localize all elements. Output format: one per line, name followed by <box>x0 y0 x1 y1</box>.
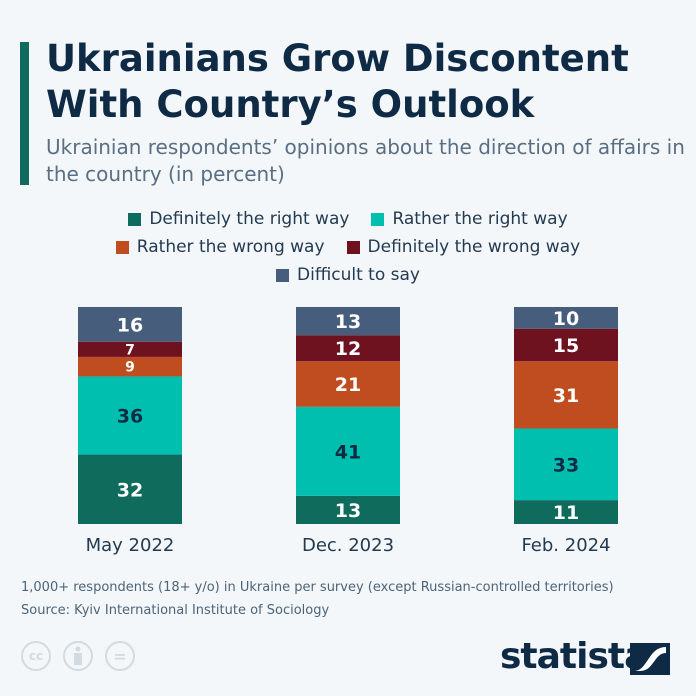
bar-segment <box>296 495 400 524</box>
category-label: Dec. 2023 <box>302 535 394 556</box>
bar-segment <box>296 335 400 362</box>
legend-swatch <box>371 212 385 226</box>
legend-swatch <box>276 268 290 282</box>
data-label: 32 <box>117 479 143 501</box>
legend-row: Definitely the right way Rather the righ… <box>0 205 696 233</box>
data-label: 33 <box>553 454 579 476</box>
chart-title: Ukrainians Grow Discontent With Country’… <box>46 37 629 126</box>
data-label: 11 <box>553 502 579 524</box>
title-accent-bar <box>20 42 29 185</box>
statista-logo-mark <box>630 643 670 675</box>
statista-logo[interactable]: statista <box>500 636 648 677</box>
legend-label: Definitely the right way <box>149 209 350 229</box>
data-label: 7 <box>125 342 135 358</box>
data-label: 15 <box>553 335 579 357</box>
legend-label: Rather the wrong way <box>136 237 325 257</box>
data-label: 13 <box>335 500 361 522</box>
chart-subtitle: Ukrainian respondents’ opinions about th… <box>46 135 685 186</box>
legend-item: Rather the right way <box>371 209 568 229</box>
data-label: 41 <box>335 441 361 463</box>
bar-segment <box>296 307 400 336</box>
legend-row: Rather the wrong way Definitely the wron… <box>0 233 696 261</box>
legend-swatch <box>128 212 142 226</box>
bar-segment <box>514 500 618 524</box>
person-glyph <box>74 646 82 665</box>
data-label: 31 <box>553 385 579 407</box>
data-label: 13 <box>335 311 361 333</box>
data-label: 21 <box>335 374 361 396</box>
attribution-icon[interactable] <box>63 641 93 671</box>
footnote: 1,000+ respondents (18+ y/o) in Ukraine … <box>21 580 614 595</box>
logo-wave-icon <box>634 647 666 671</box>
data-label: 36 <box>117 406 143 428</box>
data-label: 16 <box>117 314 143 336</box>
legend-label: Definitely the wrong way <box>367 237 581 257</box>
source: Source: Kyiv International Institute of … <box>21 603 330 618</box>
legend-swatch <box>115 240 129 254</box>
legend-row: Difficult to say <box>0 261 696 289</box>
legend-label: Difficult to say <box>297 265 420 285</box>
legend-item: Definitely the wrong way <box>346 237 581 257</box>
legend-item: Difficult to say <box>276 265 420 285</box>
legend-swatch <box>346 240 360 254</box>
cc-icon[interactable]: cc <box>21 641 51 671</box>
bar-segment <box>78 341 182 357</box>
legend-item: Definitely the right way <box>128 209 349 229</box>
legend: Definitely the right way Rather the righ… <box>0 205 696 289</box>
bar-segment <box>78 356 182 377</box>
bar-segment <box>514 307 618 329</box>
bar-segment <box>514 361 618 429</box>
bar-segment <box>514 428 618 501</box>
data-label: 9 <box>125 360 135 376</box>
bar-segment <box>296 361 400 407</box>
bar-segment <box>78 307 182 342</box>
bar-segment <box>78 454 182 524</box>
legend-label: Rather the right way <box>392 209 568 229</box>
category-label: May 2022 <box>86 535 175 556</box>
data-label: 10 <box>553 308 579 330</box>
data-label: 12 <box>335 338 361 360</box>
no-derivatives-icon[interactable]: = <box>105 641 135 671</box>
bar-segment <box>296 406 400 496</box>
category-label: Feb. 2024 <box>521 535 610 556</box>
bar-segment <box>514 328 618 362</box>
legend-item: Rather the wrong way <box>115 237 325 257</box>
bar-segment <box>78 376 182 455</box>
